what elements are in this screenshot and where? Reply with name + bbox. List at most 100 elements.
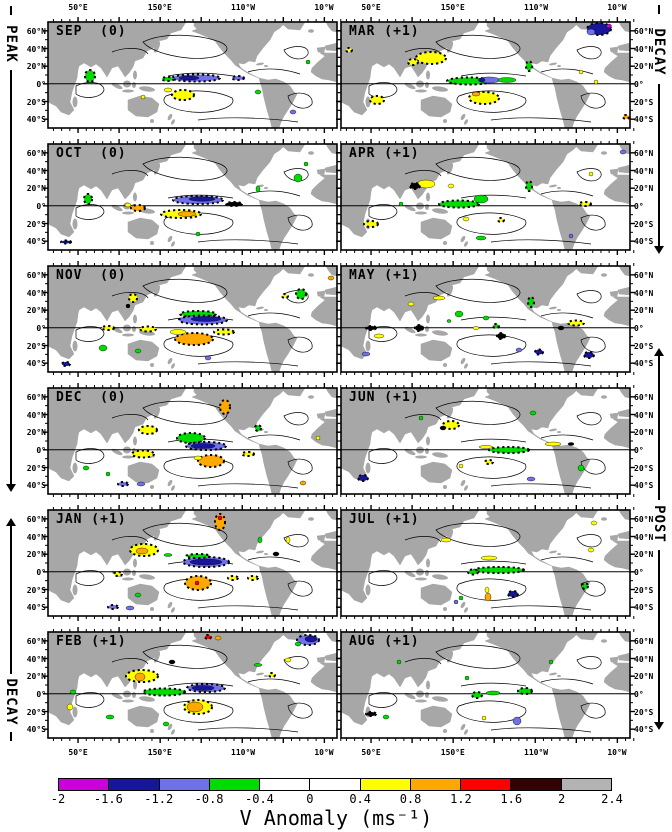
lon-label: 10°W bbox=[314, 748, 334, 757]
lat-label: 20°S bbox=[634, 463, 654, 473]
map-sep-0 bbox=[43, 17, 342, 133]
land-island bbox=[264, 675, 268, 677]
land-island bbox=[308, 151, 314, 155]
lat-label: 0° bbox=[36, 445, 46, 455]
anomaly-blob-orange bbox=[134, 672, 146, 682]
anomaly-blob-green bbox=[488, 446, 530, 454]
land-mass bbox=[127, 217, 160, 240]
colorbar-tick-label: 1.6 bbox=[500, 792, 523, 806]
land-island bbox=[171, 729, 175, 735]
land-island bbox=[443, 729, 447, 733]
anomaly-contour bbox=[111, 658, 149, 665]
lat-label: 60°N bbox=[634, 26, 654, 36]
land-island bbox=[122, 699, 134, 703]
anomaly-contour bbox=[435, 34, 521, 59]
land-mass bbox=[316, 168, 326, 176]
lat-label: 60°N bbox=[634, 514, 654, 524]
anomaly-contour bbox=[540, 312, 594, 319]
land-island bbox=[256, 672, 264, 676]
anomaly-blob-yellow bbox=[363, 220, 379, 228]
land-island bbox=[460, 723, 466, 731]
anomaly-blob-navy bbox=[191, 685, 215, 691]
anomaly-contour bbox=[142, 278, 228, 303]
anomaly-blob-slate bbox=[289, 109, 297, 115]
lat-label: 40°N bbox=[26, 654, 46, 664]
anomaly-contour bbox=[404, 414, 442, 421]
anomaly-contour bbox=[580, 92, 606, 109]
anomaly-contour bbox=[576, 656, 602, 670]
anomaly-contour bbox=[580, 458, 606, 475]
anomaly-blob-red bbox=[217, 515, 223, 521]
anomaly-contour bbox=[460, 682, 527, 687]
anomaly-blob-orange bbox=[219, 399, 231, 415]
lon-label: 50°E bbox=[361, 748, 381, 757]
colorbar-tick-label: 2.4 bbox=[601, 792, 623, 806]
land-island bbox=[425, 82, 429, 88]
anomaly-contour bbox=[576, 534, 602, 548]
phase-label-decay-left: DECAY bbox=[3, 678, 19, 726]
anomaly-blob-yellow bbox=[415, 51, 447, 65]
panel-sep-0: SEP (0) bbox=[43, 17, 342, 133]
anomaly-blob-green bbox=[467, 568, 479, 576]
land-island bbox=[153, 529, 161, 541]
anomaly-blob-black bbox=[567, 442, 575, 446]
land-island bbox=[167, 723, 173, 731]
anomaly-contour bbox=[540, 190, 594, 197]
map-frame bbox=[47, 143, 338, 251]
peak-arrow-line bbox=[10, 70, 12, 484]
land-island bbox=[150, 607, 154, 611]
anomaly-blob-black bbox=[168, 659, 176, 665]
anomaly-blob-slate bbox=[231, 75, 245, 81]
land-mass bbox=[316, 412, 326, 420]
land-mass bbox=[127, 583, 160, 606]
lon-label: 10°W bbox=[607, 748, 627, 757]
anomaly-contour bbox=[540, 68, 594, 75]
land-island bbox=[446, 529, 454, 541]
anomaly-blob-green bbox=[485, 690, 501, 696]
land-island bbox=[425, 326, 429, 332]
land-island bbox=[426, 70, 430, 80]
anomaly-blob-yellow bbox=[578, 69, 584, 75]
land-mass bbox=[551, 443, 591, 495]
panel-month-label-mar-1: MAR (+1) bbox=[349, 24, 420, 39]
land-island bbox=[432, 330, 448, 336]
land-island bbox=[601, 151, 607, 155]
anomaly-contour bbox=[460, 560, 527, 565]
anomaly-contour bbox=[111, 48, 149, 55]
land-island bbox=[549, 184, 557, 188]
lat-label: 40°S bbox=[26, 481, 46, 491]
lat-label: 40°N bbox=[26, 532, 46, 542]
land-island bbox=[111, 82, 123, 90]
land-mass bbox=[258, 687, 298, 739]
land-island bbox=[443, 241, 447, 245]
anomaly-contour bbox=[75, 82, 105, 98]
land-island bbox=[549, 672, 557, 676]
anomaly-contour bbox=[456, 90, 527, 113]
land-mass bbox=[258, 199, 298, 251]
lat-label: 40°S bbox=[634, 359, 654, 369]
lat-label: 20°S bbox=[634, 341, 654, 351]
anomaly-contour bbox=[435, 522, 521, 547]
land-island bbox=[365, 96, 371, 108]
lat-label: 20°N bbox=[634, 428, 654, 438]
lat-label: 40°S bbox=[26, 359, 46, 369]
anomaly-blob-green bbox=[134, 348, 142, 354]
anomaly-blob-yellow bbox=[169, 329, 187, 335]
land-mass bbox=[316, 290, 326, 298]
land-island bbox=[133, 314, 137, 324]
land-island bbox=[446, 41, 454, 53]
anomaly-contour bbox=[368, 204, 398, 220]
lat-label: 40°S bbox=[634, 481, 654, 491]
land-island bbox=[460, 479, 466, 487]
land-mass bbox=[420, 339, 453, 362]
land-island bbox=[432, 696, 448, 702]
map-feb-1 bbox=[43, 627, 342, 743]
land-island bbox=[464, 363, 468, 369]
anomaly-blob-black bbox=[409, 182, 421, 190]
anomaly-contour bbox=[287, 336, 313, 353]
land-island bbox=[446, 285, 454, 297]
anomaly-contour bbox=[163, 90, 234, 113]
land-island bbox=[167, 113, 173, 121]
anomaly-contour bbox=[142, 34, 228, 59]
colorbar-title: V Anomaly (ms⁻¹) bbox=[239, 806, 433, 830]
